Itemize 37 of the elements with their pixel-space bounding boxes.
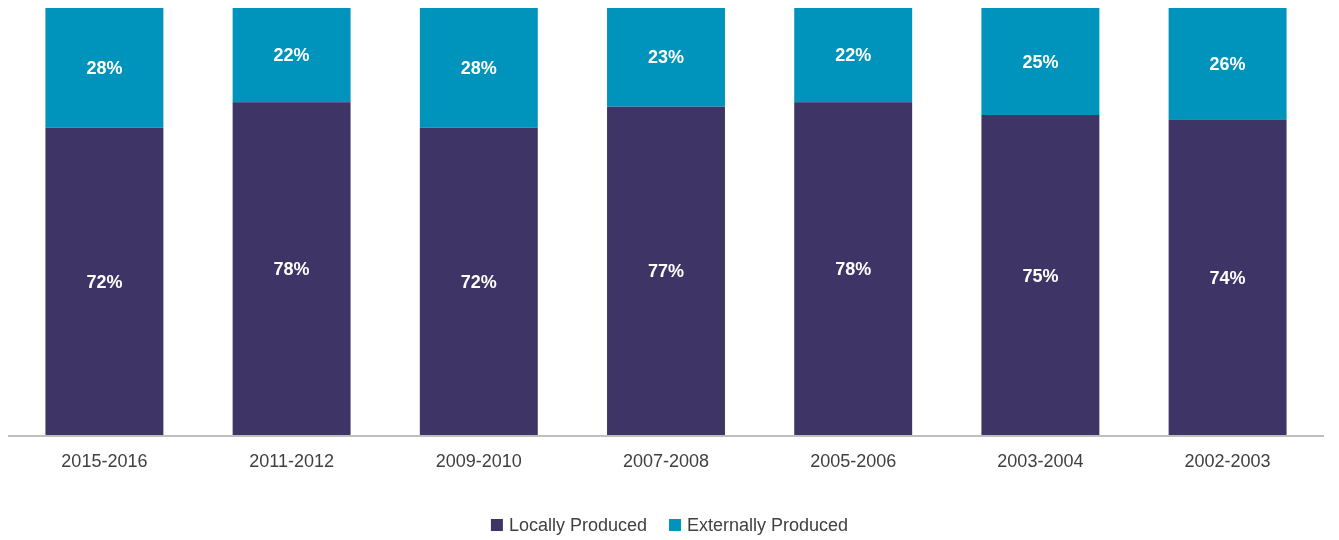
- x-tick-label: 2005-2006: [810, 450, 897, 471]
- data-label: 77%: [647, 261, 685, 282]
- data-label: 28%: [86, 57, 123, 78]
- x-tick-label: 2015-2016: [61, 450, 148, 471]
- bar: [232, 8, 351, 103]
- bar: [607, 8, 725, 107]
- bar: [419, 8, 538, 128]
- bar: [981, 115, 1100, 436]
- bar: [1168, 8, 1287, 120]
- bar: [1168, 119, 1287, 436]
- data-label: 72%: [460, 271, 497, 292]
- data-label: 78%: [835, 259, 872, 280]
- data-label: 22%: [273, 45, 310, 66]
- data-label: 74%: [1209, 267, 1246, 288]
- bar: [981, 8, 1100, 115]
- x-tick-label: 2002-2003: [1184, 450, 1271, 471]
- bar: [794, 8, 913, 103]
- bar: [607, 106, 725, 436]
- legend-label: Locally Produced: [508, 515, 647, 535]
- data-label: 72%: [86, 271, 123, 292]
- data-label: 78%: [273, 259, 310, 280]
- bar: [45, 8, 164, 128]
- data-label: 22%: [835, 45, 872, 66]
- legend-label: Externally Produced: [687, 515, 849, 535]
- data-label: 26%: [1209, 53, 1246, 74]
- bar: [232, 102, 351, 436]
- data-label: 28%: [460, 57, 497, 78]
- bar: [45, 127, 164, 436]
- x-tick-label: 2007-2008: [622, 450, 710, 471]
- data-label: 25%: [1022, 51, 1059, 72]
- data-label: 23%: [647, 47, 685, 68]
- bar: [419, 127, 538, 436]
- bar: [794, 102, 913, 436]
- data-label: 75%: [1022, 265, 1059, 286]
- x-tick-label: 2009-2010: [435, 450, 522, 471]
- x-tick-label: 2003-2004: [997, 450, 1084, 471]
- x-tick-label: 2011-2012: [249, 450, 334, 471]
